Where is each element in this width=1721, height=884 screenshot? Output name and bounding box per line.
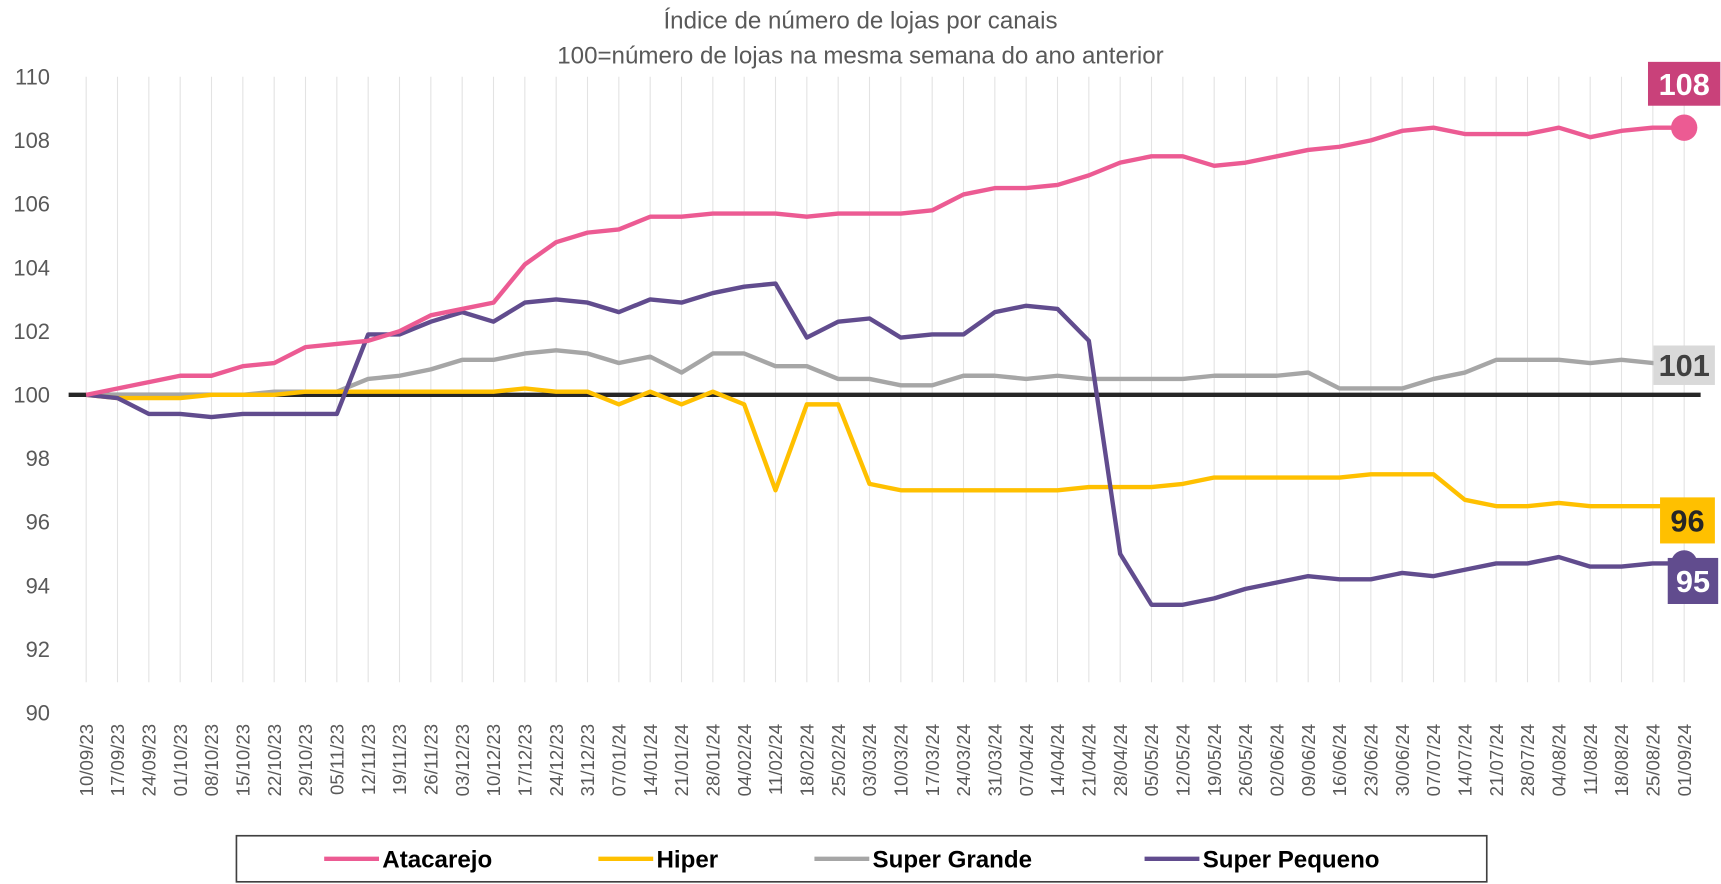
x-tick-label: 03/03/24 [859,724,880,796]
x-tick-label: 08/10/23 [201,724,222,796]
y-tick-label: 106 [13,192,50,217]
x-tick-label: 23/06/24 [1360,724,1381,796]
x-tick-label: 01/10/23 [170,724,191,796]
x-tick-label: 01/09/24 [1674,724,1695,796]
x-tick-label: 15/10/23 [232,724,253,796]
x-tick-label: 10/12/23 [483,724,504,796]
y-tick-label: 102 [13,319,50,344]
x-tick-label: 22/10/23 [264,724,285,796]
legend-label: Super Pequeno [1203,847,1380,874]
x-tick-label: 10/09/23 [76,724,97,796]
end-label: 96 [1670,503,1704,538]
x-tick-label: 03/12/23 [452,724,473,796]
x-tick-label: 18/02/24 [796,724,817,796]
y-tick-label: 92 [26,637,50,662]
series-line [85,281,1685,607]
x-tick-label: 24/12/23 [546,724,567,796]
end-label-box [1667,557,1719,604]
x-tick-label: 17/09/23 [107,724,128,796]
x-tick-label: 16/06/24 [1329,724,1350,796]
x-tick-label: 10/03/24 [890,724,911,796]
x-tick-label: 26/11/23 [420,724,441,795]
x-tick-label: 17/03/24 [922,724,943,796]
x-tick-label: 26/05/24 [1235,724,1256,796]
x-tick-label: 19/11/23 [389,724,410,795]
legend-label: Super Grande [873,847,1032,874]
x-tick-label: 14/07/24 [1454,724,1475,796]
y-tick-label: 110 [15,64,50,89]
x-tick-label: 25/08/24 [1642,724,1663,796]
x-tick-label: 12/11/23 [358,724,379,795]
series-line [86,348,1685,398]
x-tick-label: 12/05/24 [1172,724,1193,796]
x-tick-label: 04/02/24 [734,724,755,796]
x-tick-label: 17/12/23 [514,724,535,796]
x-tick-label: 29/10/23 [295,724,316,796]
legend-label: Hiper [657,847,719,874]
y-tick-label: 94 [26,573,50,598]
x-tick-label: 04/08/24 [1548,724,1569,796]
x-tick-label: 31/03/24 [984,724,1005,796]
x-tick-label: 05/05/24 [1141,724,1162,796]
end-label-box [1653,345,1715,385]
x-tick-label: 28/04/24 [1110,724,1131,796]
y-tick-label: 108 [13,128,50,153]
chart-title: Índice de número de lojas por canais [663,8,1057,35]
x-tick-label: 19/05/24 [1204,724,1225,796]
x-tick-label: 25/02/24 [828,724,849,796]
x-tick-label: 21/04/24 [1078,724,1099,796]
legend-label: Atacarejo [382,847,492,874]
series-line [85,125,1685,397]
x-tick-label: 07/01/24 [608,724,629,796]
end-label: 108 [1659,67,1710,102]
y-tick-label: 90 [26,701,50,726]
x-tick-label: 09/06/24 [1298,724,1319,796]
x-tick-label: 31/12/23 [577,724,598,796]
x-tick-label: 05/11/23 [326,724,347,795]
end-label-box [1647,61,1721,106]
x-tick-label: 30/06/24 [1392,724,1413,796]
end-dot [1671,114,1698,141]
y-tick-label: 104 [13,255,50,280]
x-tick-label: 11/02/24 [765,724,786,795]
x-tick-label: 28/07/24 [1517,724,1538,796]
end-label: 101 [1659,348,1710,383]
x-tick-label: 18/08/24 [1611,724,1632,796]
x-tick-label: 14/01/24 [640,724,661,796]
x-tick-label: 28/01/24 [702,724,723,796]
x-tick-label: 14/04/24 [1047,724,1068,796]
series-line [85,386,1685,509]
y-tick-label: 96 [26,510,50,535]
y-tick-label: 98 [26,446,50,471]
x-tick-label: 21/07/24 [1486,724,1507,796]
x-tick-label: 02/06/24 [1266,724,1287,796]
x-tick-label: 07/04/24 [1016,724,1037,796]
chart-subtitle: 100=número de lojas na mesma semana do a… [557,43,1163,70]
y-tick-label: 100 [13,383,50,408]
end-label-box [1660,497,1715,544]
x-tick-label: 24/09/23 [138,724,159,796]
x-tick-label: 24/03/24 [953,724,974,796]
legend-box [235,834,1488,883]
x-tick-label: 21/01/24 [671,724,692,796]
x-tick-label: 11/08/24 [1580,724,1601,795]
end-label: 95 [1676,564,1710,599]
x-tick-label: 07/07/24 [1423,724,1444,796]
